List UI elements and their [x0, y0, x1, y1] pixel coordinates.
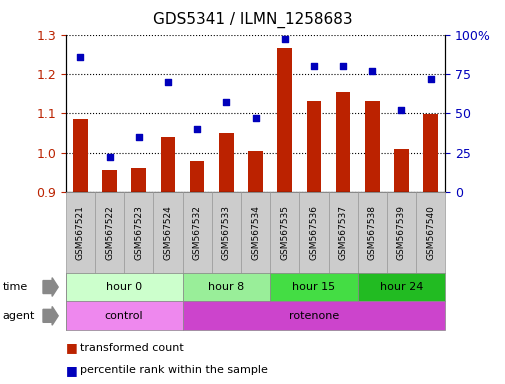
Text: ■: ■	[66, 364, 77, 377]
Text: GSM567538: GSM567538	[367, 205, 376, 260]
Text: control: control	[105, 311, 143, 321]
Text: rotenone: rotenone	[288, 311, 338, 321]
Bar	[277, 48, 291, 192]
Bar	[306, 101, 321, 192]
Point	[280, 36, 288, 42]
Point	[338, 63, 346, 69]
Bar	[189, 161, 204, 192]
Text: time: time	[3, 282, 28, 292]
Point	[134, 134, 142, 140]
Bar	[423, 114, 437, 192]
Bar	[161, 137, 175, 192]
Text: GSM567537: GSM567537	[338, 205, 347, 260]
Bar	[393, 149, 408, 192]
Text: GSM567540: GSM567540	[425, 205, 434, 260]
Text: GSM567524: GSM567524	[163, 205, 172, 260]
Point	[76, 53, 84, 60]
Text: ■: ■	[66, 341, 77, 354]
Point	[396, 107, 405, 113]
Text: GSM567523: GSM567523	[134, 205, 143, 260]
Point	[251, 115, 259, 121]
Bar	[248, 151, 262, 192]
Point	[106, 154, 114, 161]
Text: GSM567536: GSM567536	[309, 205, 318, 260]
Text: percentile rank within the sample: percentile rank within the sample	[80, 365, 267, 375]
Text: transformed count: transformed count	[80, 343, 183, 353]
Text: GSM567535: GSM567535	[280, 205, 289, 260]
Text: hour 15: hour 15	[292, 282, 335, 292]
Text: hour 8: hour 8	[208, 282, 244, 292]
Point	[368, 68, 376, 74]
Text: GSM567539: GSM567539	[396, 205, 405, 260]
Point	[193, 126, 201, 132]
Point	[164, 79, 172, 85]
Point	[309, 63, 317, 69]
Text: hour 24: hour 24	[379, 282, 422, 292]
Text: GSM567522: GSM567522	[105, 205, 114, 260]
Bar	[131, 169, 146, 192]
Bar	[73, 119, 87, 192]
Text: GDS5341 / ILMN_1258683: GDS5341 / ILMN_1258683	[153, 12, 352, 28]
Point	[222, 99, 230, 105]
Text: agent: agent	[3, 311, 35, 321]
Point	[426, 76, 434, 82]
Text: GSM567532: GSM567532	[192, 205, 201, 260]
Text: hour 0: hour 0	[106, 282, 142, 292]
Text: GSM567533: GSM567533	[221, 205, 230, 260]
Bar	[335, 92, 350, 192]
Bar	[364, 101, 379, 192]
Text: GSM567534: GSM567534	[250, 205, 260, 260]
Text: GSM567521: GSM567521	[76, 205, 85, 260]
Bar	[102, 170, 117, 192]
Bar	[219, 133, 233, 192]
